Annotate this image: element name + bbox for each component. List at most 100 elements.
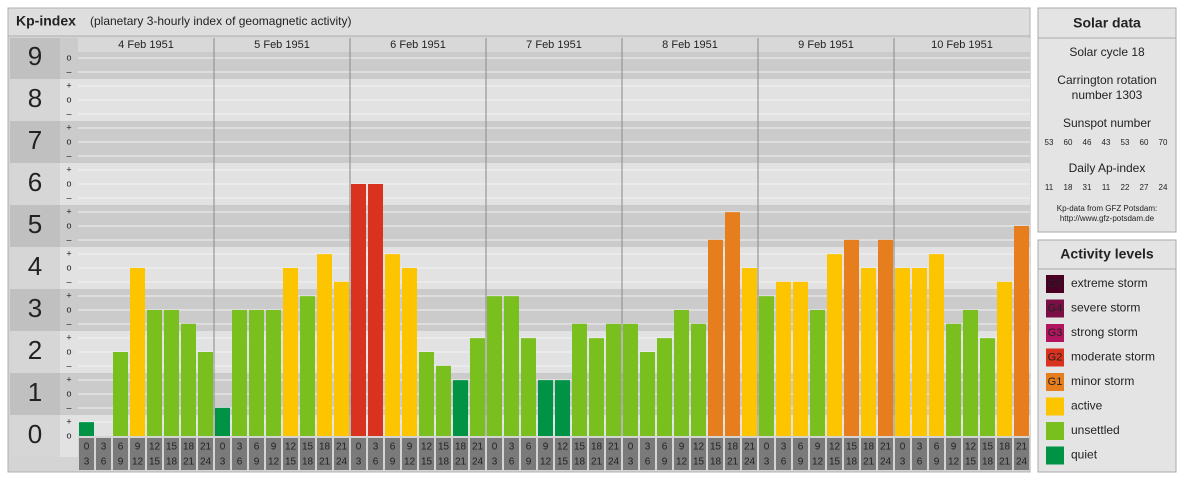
level-swatch — [1046, 348, 1064, 367]
hour-label: 3 — [645, 442, 651, 453]
hour-label: 18 — [846, 457, 858, 468]
hour-label: 24 — [200, 457, 212, 468]
minor-label-cell — [60, 331, 78, 373]
hour-label: 0 — [84, 442, 90, 453]
y-label-cell — [10, 247, 60, 289]
bar — [368, 184, 383, 436]
hour-box — [861, 438, 876, 470]
hour-label: 15 — [285, 457, 297, 468]
hour-label: 24 — [1016, 457, 1028, 468]
ap-value: 24 — [1159, 183, 1168, 192]
minor-tick-label: – — [66, 66, 71, 76]
hour-box — [266, 438, 281, 470]
hour-label: 3 — [900, 457, 906, 468]
hour-label: 18 — [982, 457, 994, 468]
level-swatch — [1046, 446, 1064, 465]
hour-label: 15 — [574, 442, 586, 453]
level-swatch — [1046, 397, 1064, 416]
bar — [453, 380, 468, 436]
level-swatch — [1046, 373, 1064, 391]
bar — [232, 310, 247, 436]
levels-title: Activity levels — [1060, 246, 1154, 262]
hour-label: 12 — [829, 442, 841, 453]
hour-box — [895, 438, 910, 470]
hour-label: 21 — [608, 442, 620, 453]
minor-tick-label: – — [66, 276, 71, 286]
hour-box — [317, 438, 332, 470]
hour-box — [793, 438, 808, 470]
hour-label: 3 — [356, 457, 362, 468]
bar — [470, 338, 485, 436]
hour-label: 6 — [101, 457, 107, 468]
carrington: number 1303 — [1072, 88, 1143, 102]
bar — [946, 323, 961, 436]
level-name: strong storm — [1071, 325, 1138, 339]
hour-label: 15 — [149, 457, 161, 468]
ap-value: 11 — [1102, 183, 1111, 192]
y-tick-label: 3 — [28, 293, 42, 323]
hour-box — [623, 438, 638, 470]
minor-tick-label: + — [66, 332, 71, 342]
y-label-cell — [10, 38, 60, 79]
hour-label: 18 — [302, 457, 314, 468]
hour-label: 3 — [764, 457, 770, 468]
hour-label: 9 — [679, 442, 685, 453]
hour-label: 12 — [404, 457, 416, 468]
band — [78, 415, 1030, 436]
hour-box — [963, 438, 978, 470]
bar — [827, 254, 842, 436]
minor-tick-label: – — [66, 192, 71, 202]
hour-box — [79, 438, 94, 470]
hour-label: 24 — [744, 457, 756, 468]
hour-label: 12 — [557, 442, 569, 453]
hour-box — [487, 438, 502, 470]
solar-panel — [1037, 7, 1177, 233]
hour-label: 6 — [934, 442, 940, 453]
day-label: 6 Feb 1951 — [390, 39, 446, 51]
y-label-cell — [10, 79, 60, 121]
minor-label-cell — [60, 247, 78, 289]
minor-label-cell — [60, 121, 78, 163]
bar — [436, 365, 451, 436]
sunspot-value: 53 — [1121, 138, 1130, 147]
minor-tick-label: o — [66, 52, 71, 62]
minor-tick-label: o — [66, 262, 71, 272]
minor-tick-label: – — [66, 108, 71, 118]
minor-tick-label: + — [66, 122, 71, 132]
minor-tick-label: o — [66, 220, 71, 230]
y-tick-label: 2 — [28, 335, 42, 365]
carrington: Carrington rotation — [1057, 73, 1156, 87]
hour-label: 9 — [798, 457, 804, 468]
hour-label: 15 — [421, 457, 433, 468]
hour-label: 3 — [781, 442, 787, 453]
level-name: unsettled — [1071, 423, 1120, 437]
hour-label: 12 — [948, 457, 960, 468]
hour-label: 6 — [526, 442, 532, 453]
day-label: 9 Feb 1951 — [798, 39, 854, 51]
bar — [79, 422, 94, 436]
hour-label: 18 — [183, 442, 195, 453]
minor-tick-label: o — [66, 178, 71, 188]
hour-box — [249, 438, 264, 470]
level-code: G5 — [1048, 278, 1063, 290]
day-header — [350, 38, 486, 52]
bar — [793, 281, 808, 436]
hour-label: 21 — [319, 457, 331, 468]
y-tick-label: 9 — [28, 41, 42, 71]
hour-box — [725, 438, 740, 470]
hour-box — [827, 438, 842, 470]
hour-label: 3 — [628, 457, 634, 468]
hour-box — [878, 438, 893, 470]
level-code: G1 — [1048, 376, 1063, 388]
chart-title: Kp-index — [16, 13, 76, 29]
hour-label: 9 — [934, 457, 940, 468]
hour-label: 15 — [710, 442, 722, 453]
hour-box — [538, 438, 553, 470]
hour-label: 24 — [472, 457, 484, 468]
bar — [844, 239, 859, 436]
hour-label: 21 — [727, 457, 739, 468]
hour-label: 9 — [254, 457, 260, 468]
bar — [249, 310, 264, 436]
bar — [504, 296, 519, 436]
